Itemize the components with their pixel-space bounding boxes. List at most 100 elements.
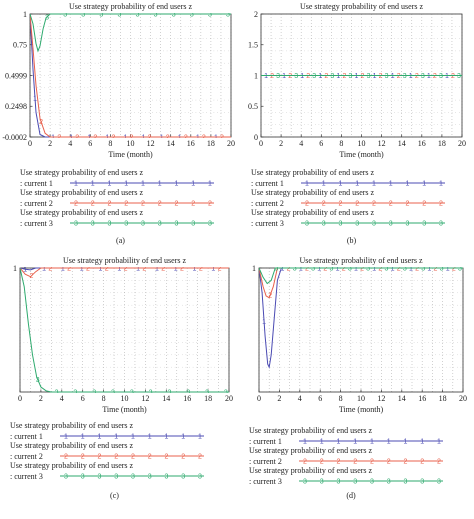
series-marker: 3: [439, 73, 443, 80]
legend-marker: 1: [108, 181, 112, 188]
series-marker: 2: [86, 266, 90, 273]
legend-marker: 1: [191, 181, 195, 188]
x-tick-label: 4: [60, 394, 64, 403]
legend-marker: 3: [303, 479, 307, 486]
chart-panel-d: Use strategy probability of end users z 0…: [249, 256, 467, 500]
legend-marker: 2: [175, 201, 179, 208]
series-marker: 1: [281, 266, 285, 273]
legend-marker: 3: [305, 221, 309, 228]
legend-marker: 2: [148, 454, 152, 461]
series-marker: 1: [155, 266, 159, 273]
series-line: [259, 267, 463, 369]
series-marker: 3: [63, 12, 67, 19]
series-line: [20, 267, 229, 278]
x-tick-label: 20: [458, 139, 466, 148]
series-marker: 3: [130, 390, 134, 397]
series-marker: 3: [385, 73, 389, 80]
series-marker: 1: [87, 134, 91, 141]
panel-label: (b): [347, 236, 357, 245]
x-tick-label: 0: [18, 394, 22, 403]
x-tick-label: 6: [81, 394, 85, 403]
series-marker: 3: [274, 266, 278, 273]
legend-label: : current 2: [251, 199, 284, 208]
series-marker: 1: [196, 134, 200, 141]
legend-marker: 3: [389, 221, 393, 228]
legend-marker: 2: [124, 201, 128, 208]
legend-item-1: Use strategy probability of end users z:…: [249, 426, 443, 446]
legend-marker: 1: [337, 439, 341, 446]
series-marker: 1: [214, 134, 218, 141]
series-3: 3 3 3 3 3 3 3 3 3 3 3: [261, 73, 462, 80]
x-tick-label: 4: [298, 394, 302, 403]
legend-marker: 2: [437, 459, 441, 466]
legend-marker: 1: [372, 181, 376, 188]
legend-marker: 2: [305, 201, 309, 208]
series-marker: 1: [299, 266, 303, 273]
legend: Use strategy probability of end users z:…: [249, 426, 443, 486]
series-marker: 3: [293, 266, 297, 273]
legend-marker: 1: [165, 434, 169, 441]
series-marker: 2: [397, 266, 401, 273]
legend-marker: 1: [148, 434, 152, 441]
legend-marker: 3: [181, 474, 185, 481]
legend-marker: 2: [389, 201, 393, 208]
y-tick-label: 1: [254, 71, 258, 80]
legend-marker: 3: [372, 221, 376, 228]
series-marker: 1: [445, 73, 449, 80]
series-marker: 3: [403, 266, 407, 273]
legend-marker: 1: [320, 439, 324, 446]
legend-marker: 2: [64, 454, 68, 461]
legend-marker: 1: [124, 181, 128, 188]
legend-marker: 1: [370, 439, 374, 446]
legend: Use strategy probability of end users z:…: [251, 168, 445, 228]
legend-item-1: Use strategy probability of end users z:…: [251, 168, 445, 188]
series-marker: 1: [282, 73, 286, 80]
series-marker: 3: [205, 390, 209, 397]
x-tick-label: 8: [339, 139, 343, 148]
legend-marker: 3: [148, 474, 152, 481]
series-marker: 3: [167, 390, 171, 397]
legend-marker: 3: [91, 221, 95, 228]
x-axis-label: Time (month): [339, 405, 384, 414]
legend-label: : current 1: [10, 432, 43, 441]
legend-marker: 1: [322, 181, 326, 188]
series-marker: 3: [190, 12, 194, 19]
legend-marker: 3: [437, 479, 441, 486]
legend-marker: 3: [387, 479, 391, 486]
series-marker: 2: [148, 134, 152, 141]
legend-label: : current 2: [20, 199, 53, 208]
chart-title: Use strategy probability of end users z: [69, 2, 193, 11]
series-marker: 3: [55, 390, 59, 397]
x-tick-label: 2: [39, 394, 43, 403]
legend-marker: 1: [181, 434, 185, 441]
x-tick-label: 18: [207, 139, 215, 148]
x-tick-label: 2: [277, 394, 281, 403]
legend-label: : current 2: [249, 457, 282, 466]
series-marker: 2: [433, 73, 437, 80]
legend-marker: 3: [175, 221, 179, 228]
y-tick-label: 1.5: [248, 41, 258, 50]
series-marker: 3: [440, 266, 444, 273]
legend-marker: 1: [305, 181, 309, 188]
legend-label: Use strategy probability of end users z: [251, 168, 375, 177]
legend-marker: 1: [439, 181, 443, 188]
y-tick-label: 0.5: [248, 102, 258, 111]
legend-marker: 1: [406, 181, 410, 188]
series-marker: 2: [288, 73, 292, 80]
legend-item-2: Use strategy probability of end users z:…: [10, 441, 204, 461]
x-tick-label: 10: [127, 139, 135, 148]
x-tick-label: 6: [319, 139, 323, 148]
legend-marker: 1: [420, 439, 424, 446]
x-tick-label: 16: [418, 394, 426, 403]
panel-label: (d): [346, 491, 356, 500]
series-marker: 2: [75, 134, 79, 141]
series-marker: 1: [318, 73, 322, 80]
x-tick-label: 14: [398, 139, 406, 148]
x-tick-label: 16: [183, 394, 191, 403]
series-marker: 2: [415, 266, 419, 273]
legend-label: : current 3: [249, 477, 282, 486]
series-marker: 3: [403, 73, 407, 80]
legend-marker: 2: [337, 459, 341, 466]
legend-marker: 3: [158, 221, 162, 228]
x-tick-label: 8: [339, 394, 343, 403]
